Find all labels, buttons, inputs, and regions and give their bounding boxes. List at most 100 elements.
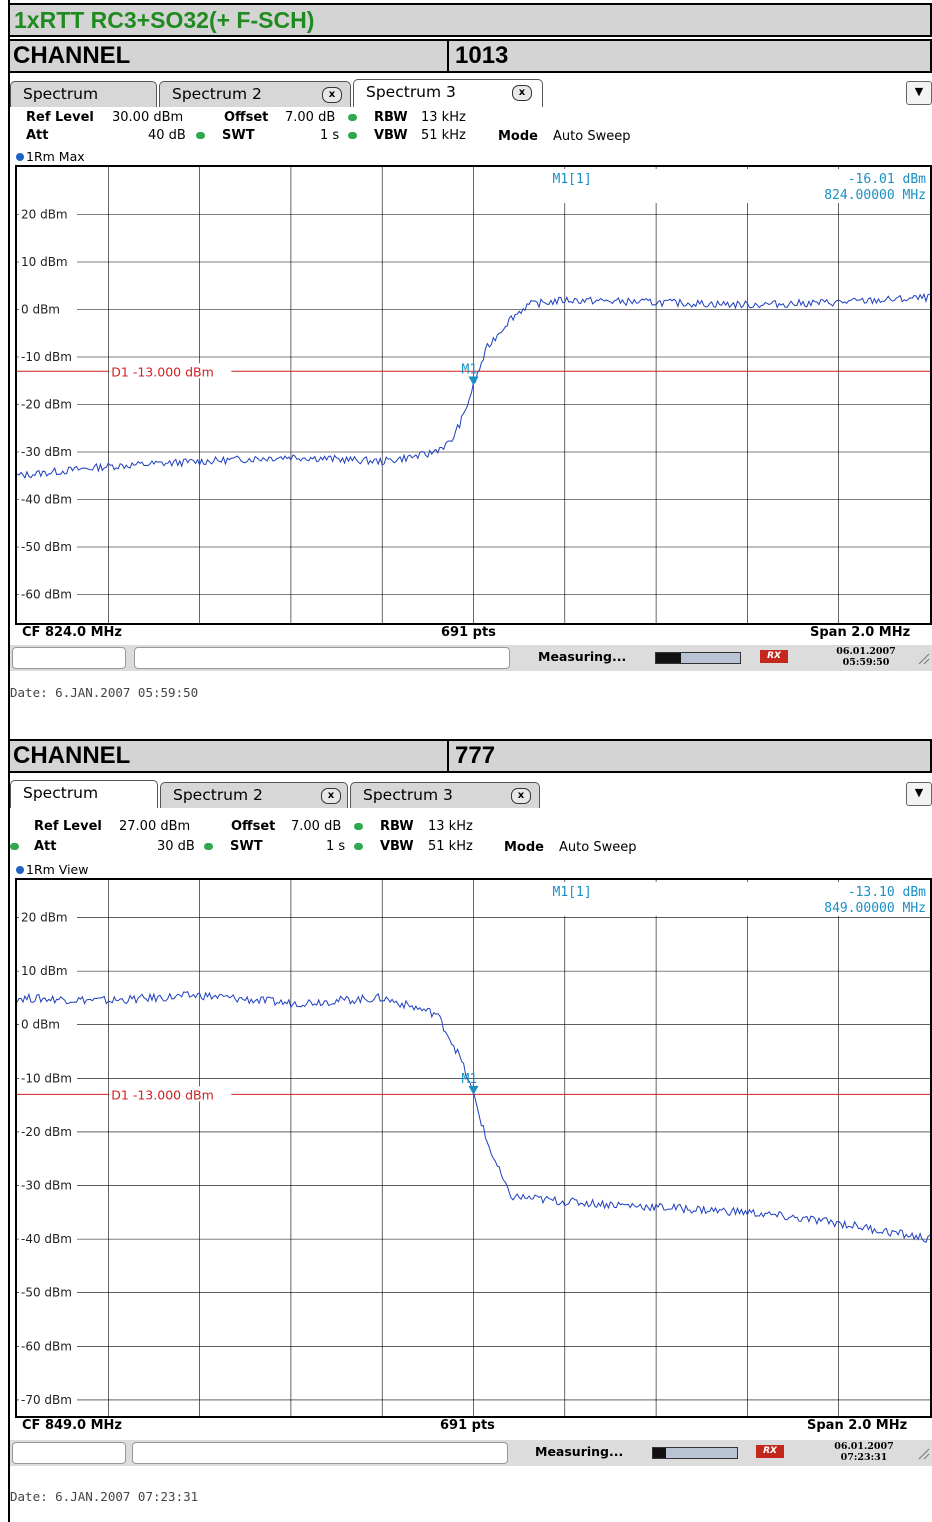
marker-tag: M1 bbox=[462, 363, 478, 378]
resize-grip-icon[interactable] bbox=[916, 651, 930, 665]
tab-label: Spectrum bbox=[23, 784, 99, 802]
y-axis-label: -30 dBm bbox=[21, 1179, 72, 1193]
plot-footer: CF 824.0 MHz 691 pts Span 2.0 MHz bbox=[10, 625, 932, 643]
status-dot-icon bbox=[348, 131, 357, 139]
tab-label: Spectrum 2 bbox=[172, 85, 262, 103]
y-axis-label: -10 dBm bbox=[21, 350, 72, 364]
y-label-bg bbox=[19, 1338, 77, 1354]
y-label-bg bbox=[19, 349, 77, 364]
att-label: Att bbox=[34, 839, 57, 854]
spectrum-plot[interactable]: 20 dBm 10 dBm 0 dBm -10 dBm -20 dBm -30 dBm -4… bbox=[15, 878, 932, 1418]
status-dot-icon bbox=[196, 131, 205, 139]
status-field[interactable] bbox=[12, 1442, 126, 1464]
vbw-label: VBW bbox=[380, 839, 414, 854]
y-label-bg bbox=[19, 1391, 77, 1407]
display-line-label-bg bbox=[109, 363, 232, 379]
tab-label: Spectrum 3 bbox=[363, 786, 453, 804]
y-label-bg bbox=[19, 206, 77, 222]
status-time: 05:59:50 bbox=[842, 657, 890, 668]
menu-icon[interactable]: ▼ bbox=[906, 81, 932, 105]
y-label-bg bbox=[19, 586, 77, 602]
status-dot-icon bbox=[204, 842, 213, 850]
status-date: 06.01.2007 bbox=[836, 646, 896, 657]
y-label-bg bbox=[19, 1016, 77, 1032]
mode-label: Mode bbox=[504, 840, 544, 855]
y-label-bg bbox=[19, 1284, 77, 1300]
spectrum-plot[interactable]: 20 dBm 10 dBm 0 dBm -10 dBm -20 dBm -30 dBm -4… bbox=[15, 165, 932, 625]
att-label: Att bbox=[26, 128, 49, 143]
status-dot-icon bbox=[348, 113, 357, 121]
offset-label: Offset bbox=[231, 819, 276, 834]
offset-value: 7.00 dB bbox=[285, 110, 336, 125]
swt-value: 1 s bbox=[320, 128, 340, 143]
y-axis-label: -40 dBm bbox=[21, 1232, 72, 1246]
status-dot-icon bbox=[10, 842, 19, 850]
att-value: 30 dB bbox=[157, 839, 195, 854]
ref-level-label: Ref Level bbox=[26, 110, 94, 125]
marker-level: -13.10 dBm bbox=[848, 885, 926, 900]
spectrum-panel: Spectrum Spectrum 2 x Spectrum 3 x ▼ Ref… bbox=[10, 780, 932, 1472]
y-axis-label: -30 dBm bbox=[21, 445, 72, 459]
tab-spectrum-3[interactable]: Spectrum 3 x bbox=[353, 79, 543, 107]
plot-footer: CF 849.0 MHz 691 pts Span 2.0 MHz bbox=[10, 1418, 932, 1436]
status-message-field[interactable] bbox=[132, 1442, 508, 1464]
close-tab-icon[interactable]: x bbox=[511, 788, 531, 804]
channel-value: 777 bbox=[447, 741, 932, 771]
status-bar: Measuring... RX 06.01.2007 05:59:50 bbox=[10, 645, 932, 671]
tab-spectrum-2[interactable]: Spectrum 2 x bbox=[160, 782, 348, 808]
close-tab-icon[interactable]: x bbox=[512, 85, 532, 101]
marker-info-bg bbox=[546, 169, 928, 203]
resize-grip-icon[interactable] bbox=[916, 1446, 930, 1460]
y-axis-label: -50 dBm bbox=[21, 1286, 72, 1300]
y-axis-label: -10 dBm bbox=[21, 1071, 72, 1085]
y-label-bg bbox=[19, 1231, 77, 1247]
measurement-params: Ref Level 27.00 dBm Offset 7.00 dB RBW 1… bbox=[10, 818, 932, 858]
marker-level: -16.01 dBm bbox=[848, 172, 926, 187]
tab-bar: Spectrum Spectrum 2 x Spectrum 3 x ▼ bbox=[10, 780, 932, 808]
status-bar: Measuring... RX 06.01.2007 07:23:31 bbox=[10, 1440, 932, 1466]
y-axis-label: 10 dBm bbox=[21, 964, 68, 978]
trace-label: 1Rm Max bbox=[16, 149, 85, 164]
page-title: 1xRTT RC3+SO32(+ F-SCH) bbox=[8, 3, 932, 37]
measurement-params: Ref Level 30.00 dBm Offset 7.00 dB RBW 1… bbox=[10, 109, 932, 149]
rbw-value: 13 kHz bbox=[421, 110, 466, 125]
span: Span 2.0 MHz bbox=[810, 625, 911, 640]
close-tab-icon[interactable]: x bbox=[322, 87, 342, 103]
status-field[interactable] bbox=[12, 647, 126, 669]
channel-label: CHANNEL bbox=[13, 42, 131, 69]
status-datetime: 06.01.2007 05:59:50 bbox=[828, 646, 904, 668]
status-message-field[interactable] bbox=[134, 647, 510, 669]
tab-spectrum-2[interactable]: Spectrum 2 x bbox=[159, 81, 351, 107]
marker-frequency: 849.00000 MHz bbox=[824, 901, 926, 916]
trace-dot-icon bbox=[16, 153, 24, 161]
mode-label: Mode bbox=[498, 129, 538, 144]
marker-triangle bbox=[468, 376, 479, 386]
y-axis-label: -20 dBm bbox=[21, 1125, 72, 1139]
y-label-bg bbox=[19, 539, 77, 554]
tab-spectrum-3[interactable]: Spectrum 3 x bbox=[350, 782, 540, 808]
vbw-value: 51 kHz bbox=[428, 839, 473, 854]
marker-tag: M1 bbox=[462, 1072, 478, 1087]
center-frequency: CF 824.0 MHz bbox=[22, 625, 122, 640]
display-line-label-bg bbox=[109, 1086, 232, 1102]
y-label-bg bbox=[19, 491, 77, 507]
y-axis-label: -60 dBm bbox=[21, 588, 72, 602]
swt-label: SWT bbox=[230, 839, 263, 854]
y-axis-label: 20 dBm bbox=[21, 208, 68, 222]
rbw-label: RBW bbox=[380, 819, 414, 834]
y-label-bg bbox=[19, 396, 77, 412]
menu-icon[interactable]: ▼ bbox=[906, 782, 932, 806]
ref-level-value: 27.00 dBm bbox=[119, 819, 191, 834]
tab-spectrum[interactable]: Spectrum bbox=[10, 780, 158, 808]
offset-value: 7.00 dB bbox=[291, 819, 342, 834]
display-line-label: D1 -13.000 dBm bbox=[111, 1087, 213, 1102]
remote-icon: RX bbox=[760, 650, 788, 663]
status-date: 06.01.2007 bbox=[834, 1441, 894, 1452]
capture-date: Date: 6.JAN.2007 05:59:50 bbox=[10, 685, 199, 700]
measuring-status: Measuring... bbox=[538, 649, 627, 664]
sweep-progress-bar bbox=[655, 652, 741, 664]
tab-spectrum[interactable]: Spectrum bbox=[10, 81, 157, 107]
points-count: 691 pts bbox=[440, 1418, 495, 1433]
close-tab-icon[interactable]: x bbox=[321, 788, 341, 804]
channel-label: CHANNEL bbox=[13, 742, 131, 769]
